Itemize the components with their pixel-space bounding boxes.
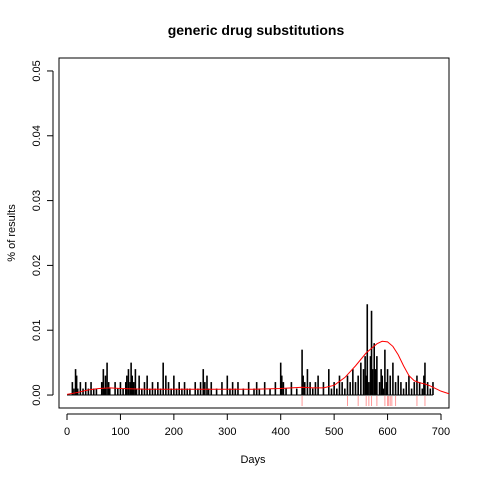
y-axis-label: % of results	[6, 204, 18, 262]
x-tick-label: 500	[325, 426, 343, 438]
x-tick-label: 400	[272, 426, 290, 438]
y-tick-label: 0.02	[31, 255, 43, 276]
x-tick-label: 0	[64, 426, 70, 438]
y-tick-label: 0.00	[31, 384, 43, 405]
y-tick-label: 0.05	[31, 60, 43, 81]
y-tick-label: 0.01	[31, 320, 43, 341]
x-tick-label: 700	[432, 426, 450, 438]
x-tick-label: 200	[165, 426, 183, 438]
chart-title: generic drug substitutions	[168, 22, 345, 38]
plot-frame	[58, 57, 450, 409]
x-tick-label: 100	[111, 426, 129, 438]
y-tick-label: 0.03	[31, 190, 43, 211]
y-tick-label: 0.04	[31, 125, 43, 146]
x-tick-label: 300	[218, 426, 236, 438]
x-tick-label: 600	[378, 426, 396, 438]
density-curve	[66, 340, 450, 395]
x-axis-label: Days	[240, 454, 266, 466]
